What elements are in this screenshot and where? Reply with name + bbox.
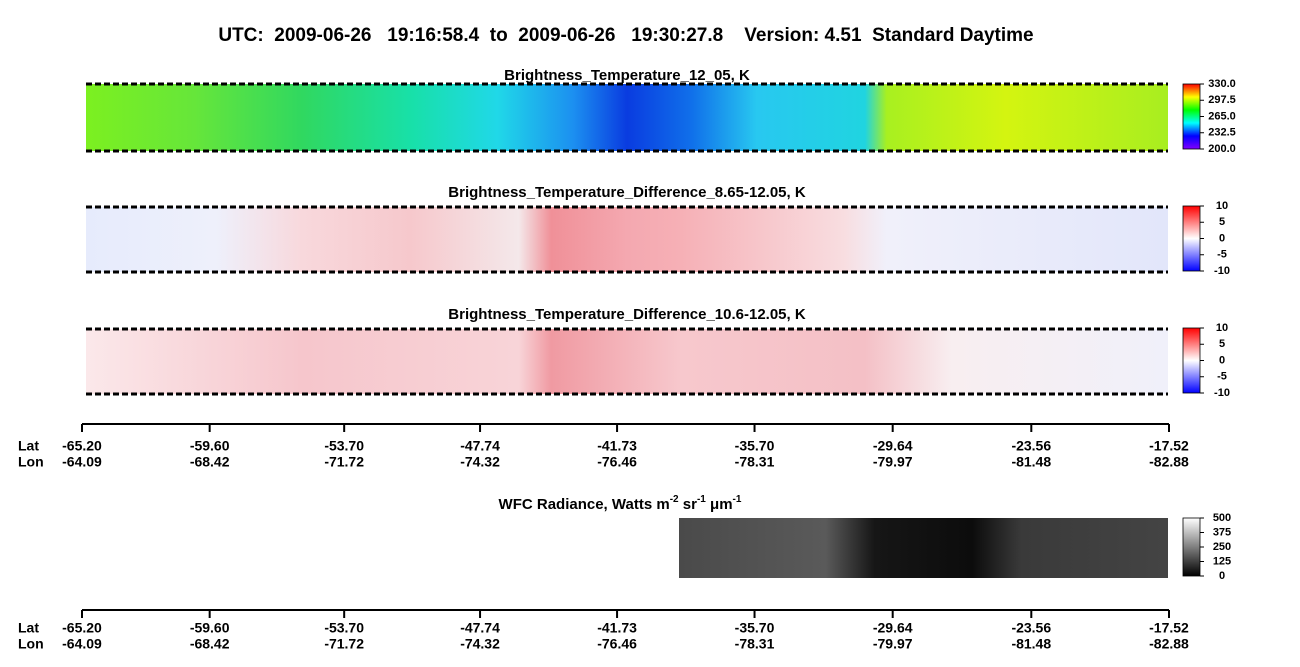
- panel-title: Brightness_Temperature_Difference_8.65-1…: [448, 184, 806, 201]
- lat-tick-label: -47.74: [460, 438, 500, 454]
- title-part: WFC Radiance, Watts m: [499, 496, 670, 513]
- colorbar-tick-label: 500: [1213, 512, 1231, 524]
- page-title: UTC: 2009-06-26 19:16:58.4 to 2009-06-26…: [218, 25, 1033, 46]
- lat-tick-label: -23.56: [1011, 438, 1051, 454]
- heatmap-image: [86, 84, 1168, 151]
- lat-tick-label: -35.70: [735, 620, 775, 636]
- lon-tick-label: -76.46: [597, 636, 637, 652]
- colorbar-tick-label: 200.0: [1208, 143, 1236, 155]
- lon-label: Lon: [18, 454, 44, 470]
- colorbar: [1182, 327, 1201, 394]
- heatmap-image: [86, 207, 1168, 272]
- colorbar: [1182, 83, 1201, 150]
- title-part: -2: [670, 494, 679, 505]
- colorbar-tick-label: 297.5: [1208, 94, 1236, 106]
- lon-tick-label: -79.97: [873, 636, 913, 652]
- colorbar-tick-label: 125: [1213, 555, 1231, 567]
- lat-tick-label: -23.56: [1011, 620, 1051, 636]
- colorbar-tick-label: -10: [1214, 387, 1230, 399]
- title-part: μm: [706, 496, 733, 513]
- panel-title: WFC Radiance, Watts m-2 sr-1 μm-1: [499, 494, 742, 513]
- lon-tick-label: -78.31: [735, 636, 775, 652]
- lon-tick-label: -64.09: [62, 454, 102, 470]
- lon-tick-label: -71.72: [324, 454, 364, 470]
- colorbar-tick-label: 10: [1216, 200, 1228, 212]
- title-part: -1: [733, 494, 742, 505]
- lat-tick-label: -65.20: [62, 438, 102, 454]
- lon-tick-label: -79.97: [873, 454, 913, 470]
- colorbar-tick-label: 5: [1219, 216, 1225, 228]
- lat-tick-label: -59.60: [190, 438, 230, 454]
- lon-tick-label: -64.09: [62, 636, 102, 652]
- lat-tick-label: -41.73: [597, 438, 637, 454]
- colorbar-tick-label: 0: [1219, 570, 1225, 582]
- lon-tick-label: -74.32: [460, 454, 500, 470]
- colorbar-tick-label: -5: [1217, 371, 1227, 383]
- lon-tick-label: -82.88: [1149, 636, 1189, 652]
- colorbar-tick-label: 232.5: [1208, 127, 1236, 139]
- lat-label: Lat: [18, 620, 39, 636]
- lat-tick-label: -41.73: [597, 620, 637, 636]
- lon-tick-label: -68.42: [190, 454, 230, 470]
- colorbar-tick-label: -10: [1214, 265, 1230, 277]
- colorbar: [1182, 517, 1201, 577]
- lon-tick-label: -74.32: [460, 636, 500, 652]
- lat-tick-label: -29.64: [873, 620, 913, 636]
- lat-tick-label: -35.70: [735, 438, 775, 454]
- panel-title: Brightness_Temperature_Difference_10.6-1…: [448, 306, 806, 323]
- lat-tick-label: -17.52: [1149, 620, 1189, 636]
- lat-tick-label: -53.70: [324, 620, 364, 636]
- title-part: sr: [679, 496, 698, 513]
- colorbar-tick-label: 375: [1213, 526, 1231, 538]
- colorbar-tick-label: -5: [1217, 249, 1227, 261]
- lat-tick-label: -65.20: [62, 620, 102, 636]
- lat-tick-label: -53.70: [324, 438, 364, 454]
- lon-tick-label: -82.88: [1149, 454, 1189, 470]
- colorbar-tick-label: 0: [1219, 232, 1225, 244]
- lon-tick-label: -68.42: [190, 636, 230, 652]
- heatmap-image: [86, 329, 1168, 394]
- lon-tick-label: -81.48: [1011, 636, 1051, 652]
- colorbar: [1182, 205, 1201, 272]
- colorbar-tick-label: 5: [1219, 338, 1225, 350]
- colorbar-tick-label: 265.0: [1208, 110, 1236, 122]
- colorbar-tick-label: 10: [1216, 322, 1228, 334]
- lat-tick-label: -29.64: [873, 438, 913, 454]
- lat-tick-label: -59.60: [190, 620, 230, 636]
- lon-label: Lon: [18, 636, 44, 652]
- lat-tick-label: -47.74: [460, 620, 500, 636]
- lon-tick-label: -81.48: [1011, 454, 1051, 470]
- heatmap-image: [679, 518, 1168, 578]
- lat-tick-label: -17.52: [1149, 438, 1189, 454]
- lon-tick-label: -71.72: [324, 636, 364, 652]
- lat-label: Lat: [18, 438, 39, 454]
- title-part: -1: [697, 494, 706, 505]
- panel-title: Brightness_Temperature_12_05, K: [504, 67, 750, 84]
- lon-tick-label: -76.46: [597, 454, 637, 470]
- colorbar-tick-label: 250: [1213, 541, 1231, 553]
- colorbar-tick-label: 0: [1219, 354, 1225, 366]
- lon-tick-label: -78.31: [735, 454, 775, 470]
- colorbar-tick-label: 330.0: [1208, 78, 1236, 90]
